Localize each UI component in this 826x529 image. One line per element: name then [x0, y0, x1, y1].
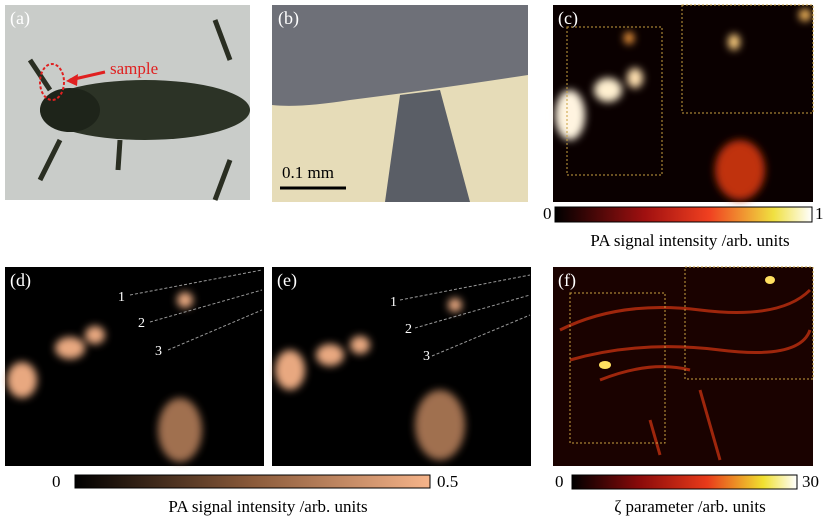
marker: 1	[390, 295, 397, 310]
scale-bar-label: 0.1 mm	[282, 163, 334, 182]
panel-a: sample (a)	[5, 5, 250, 200]
colorbar-max: 0.5	[437, 472, 458, 491]
marker: 2	[138, 316, 145, 331]
colorbar-label: ζ parameter /arb. units	[614, 497, 765, 516]
colorbar-label: PA signal intensity /arb. units	[590, 231, 789, 250]
colorbar	[75, 475, 430, 488]
marker: 1	[118, 290, 125, 305]
colorbar-max: 1	[815, 204, 824, 223]
panel-b: 0.1 mm (b)	[272, 5, 528, 202]
panel-label: (d)	[10, 270, 31, 291]
annotation: sample	[110, 59, 158, 78]
colorbar-min: 0	[555, 472, 564, 491]
panel-label: (e)	[277, 270, 297, 291]
panel-label: (f)	[558, 270, 576, 291]
colorbar-min: 0	[52, 472, 61, 491]
panel-e: 1 2 3 (e)	[272, 267, 531, 466]
panel-label: (c)	[558, 8, 578, 29]
colorbar	[572, 475, 797, 489]
colorbar-max: 30	[802, 472, 819, 491]
colorbar	[555, 207, 812, 222]
colorbar-label: PA signal intensity /arb. units	[168, 497, 367, 516]
colorbar-min: 0	[543, 204, 552, 223]
figure: sample (a) 0.1 mm (b) (c) 0 1 PA signal …	[0, 0, 826, 524]
marker: 3	[155, 344, 162, 359]
panel-label: (b)	[278, 8, 299, 29]
marker: 3	[423, 349, 430, 364]
panel-label: (a)	[10, 8, 30, 29]
panel-d: 1 2 3 (d)	[5, 267, 264, 466]
panel-c: (c)	[553, 5, 813, 202]
marker: 2	[405, 322, 412, 337]
panel-f: (f)	[553, 267, 813, 466]
